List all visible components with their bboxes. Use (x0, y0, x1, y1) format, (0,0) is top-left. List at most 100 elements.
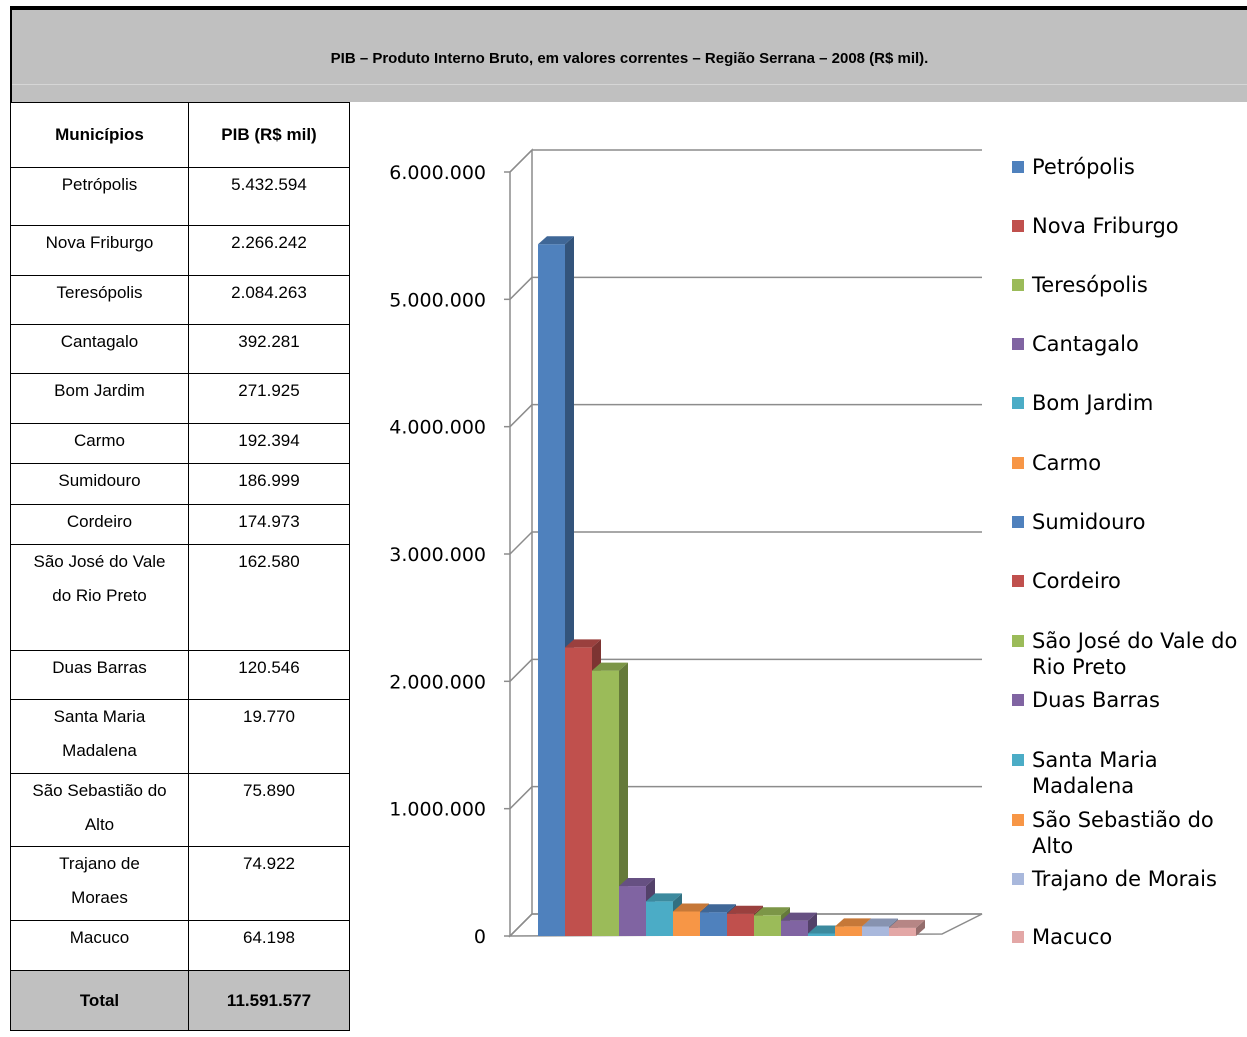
municipio-name: Petrópolis (10, 167, 189, 226)
y-tick-label: 6.000.000 (389, 162, 486, 184)
bar-top (592, 662, 628, 671)
legend-label: Macuco (1032, 925, 1112, 949)
bar-front (646, 901, 673, 936)
pib-value: 392.281 (188, 324, 350, 374)
bar-top (754, 907, 790, 916)
page-title: PIB – Produto Interno Bruto, em valores … (330, 50, 929, 67)
municipio-name: Carmo (10, 423, 189, 464)
legend-label: Trajano de Morais (1031, 867, 1217, 891)
y-tick-label: 3.000.000 (389, 544, 486, 566)
bar-top (889, 919, 925, 928)
header-pib: PIB (R$ mil) (188, 102, 350, 168)
bar-front (781, 920, 808, 936)
pib-table: Municípios PIB (R$ mil) Petrópolis 5.432.… (10, 102, 350, 1031)
table-row: Trajano de Moraes 74.922 (10, 846, 350, 921)
legend-swatch (1012, 635, 1024, 647)
bar-top (700, 904, 736, 913)
gridline-diagonal (509, 404, 533, 428)
bar-side (619, 662, 628, 936)
table-row: Sumidouro 186.999 (10, 463, 350, 505)
bar-front (889, 927, 916, 936)
table-row: Petrópolis 5.432.594 (10, 167, 350, 226)
bar-side (916, 919, 925, 936)
bar-front (700, 912, 727, 936)
pib-value: 5.432.594 (188, 167, 350, 226)
bar-top (862, 918, 898, 927)
table-row: Nova Friburgo 2.266.242 (10, 225, 350, 276)
legend-swatch (1012, 754, 1024, 766)
bar-top (619, 878, 655, 887)
table-row: São José do Vale do Rio Preto 162.580 (10, 544, 350, 651)
pib-value: 120.546 (188, 650, 350, 700)
municipio-name: Sumidouro (10, 463, 189, 505)
bar-front (538, 244, 565, 936)
header-municipios: Municípios (10, 102, 189, 168)
table-row: Macuco 64.198 (10, 920, 350, 971)
y-tick-label: 1.000.000 (389, 799, 486, 821)
pib-value: 2.084.263 (188, 275, 350, 325)
legend-swatch (1012, 516, 1024, 528)
y-tick-label: 5.000.000 (389, 289, 486, 311)
table-row: Cantagalo 392.281 (10, 324, 350, 374)
legend-label: Petrópolis (1032, 155, 1135, 179)
municipio-name: Trajano de Moraes (10, 846, 189, 921)
pib-value: 192.394 (188, 423, 350, 464)
gridline-diagonal (509, 658, 533, 682)
bar-side (808, 912, 817, 936)
total-row: Total 11.591.577 (10, 970, 350, 1031)
legend-swatch (1012, 814, 1024, 826)
table-row: Carmo 192.394 (10, 423, 350, 464)
legend-label: Bom Jardim (1032, 391, 1153, 415)
gridline-diagonal (509, 531, 533, 555)
bar-front (673, 911, 700, 936)
bar-top (781, 912, 817, 921)
gridline-diagonal (509, 149, 533, 173)
pib-value: 186.999 (188, 463, 350, 505)
legend-label: Sumidouro (1032, 510, 1145, 534)
bar-top (565, 639, 601, 648)
top-rule (10, 6, 1247, 10)
legend-swatch (1012, 931, 1024, 943)
table-header-row: Municípios PIB (R$ mil) (10, 102, 350, 168)
pib-value: 19.770 (188, 699, 350, 774)
pib-value: 174.973 (188, 504, 350, 545)
table-row: São Sebastião do Alto 75.890 (10, 773, 350, 847)
municipio-name: Nova Friburgo (10, 225, 189, 276)
table-row: Bom Jardim 271.925 (10, 373, 350, 424)
pib-value: 75.890 (188, 773, 350, 847)
municipio-name: Cantagalo (10, 324, 189, 374)
total-value: 11.591.577 (188, 970, 350, 1031)
pib-value: 2.266.242 (188, 225, 350, 276)
table-row: Duas Barras 120.546 (10, 650, 350, 700)
legend-label: Nova Friburgo (1032, 214, 1179, 238)
table-row: Santa Maria Madalena 19.770 (10, 699, 350, 774)
bar-front (808, 933, 835, 936)
legend-label: São Sebastião do Alto (1032, 808, 1214, 858)
total-label: Total (10, 970, 189, 1031)
y-tick-label: 4.000.000 (389, 417, 486, 439)
municipio-name: São Sebastião do Alto (10, 773, 189, 847)
legend-swatch (1012, 279, 1024, 291)
bar-front (619, 886, 646, 936)
bar-front (862, 926, 889, 936)
legend-label: Duas Barras (1032, 688, 1160, 712)
gridline-diagonal (509, 913, 533, 937)
legend-swatch (1012, 397, 1024, 409)
legend-swatch (1012, 575, 1024, 587)
pib-value: 162.580 (188, 544, 350, 651)
gridline-diagonal (509, 786, 533, 810)
bar-top (673, 903, 709, 912)
municipio-name: Cordeiro (10, 504, 189, 545)
municipio-name: São José do Vale do Rio Preto (10, 544, 189, 651)
gridline-diagonal (509, 276, 533, 300)
pib-bar-chart: 0 1.000.000 2.000.000 3.000.000 4.000.000 5.0… (389, 148, 1237, 949)
bar-front (835, 926, 862, 936)
legend-swatch (1012, 694, 1024, 706)
legend-swatch (1012, 338, 1024, 350)
pib-value: 64.198 (188, 920, 350, 971)
municipio-name: Macuco (10, 920, 189, 971)
bar-top (727, 905, 763, 914)
legend-swatch (1012, 457, 1024, 469)
table-row: Cordeiro 174.973 (10, 504, 350, 545)
municipio-name: Duas Barras (10, 650, 189, 700)
